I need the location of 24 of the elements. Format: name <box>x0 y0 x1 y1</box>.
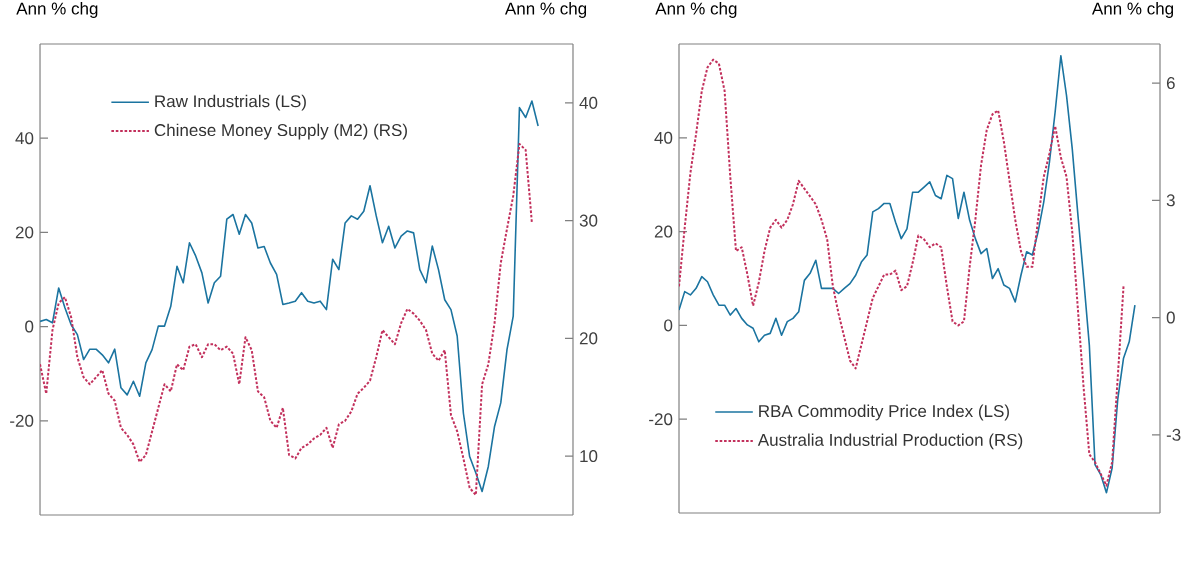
y2-tick-label: 20 <box>579 332 598 345</box>
y-tick-label: -20 <box>649 413 673 426</box>
y2-tick-label: 40 <box>579 96 598 109</box>
y-tick-label: 20 <box>15 226 34 239</box>
y2-axis-title: Ann % chg <box>1091 2 1174 18</box>
legend-label: Australia Industrial Production (RS) <box>757 433 1023 450</box>
legend-label: Chinese Money Supply (M2) (RS) <box>154 123 407 140</box>
y-tick-label: -20 <box>10 414 34 427</box>
y-tick-label: 0 <box>25 320 34 333</box>
legend-label: RBA Commodity Price Index (LS) <box>759 404 1009 421</box>
y2-axis-title: Ann % chg <box>504 2 587 18</box>
y2-tick-label: -3 <box>1166 428 1181 441</box>
y-axis-title: Ann % chg <box>16 2 98 18</box>
y-tick-label: 20 <box>654 225 673 238</box>
legend-label: Raw Industrials (LS) <box>155 94 306 111</box>
y-tick-label: 0 <box>664 319 673 332</box>
y2-tick-label: 3 <box>1166 194 1175 207</box>
y-tick-label: 40 <box>15 132 34 145</box>
y-axis-title: Ann % chg <box>655 2 737 18</box>
y2-tick-label: 0 <box>1166 311 1175 324</box>
y2-tick-label: 10 <box>580 450 598 463</box>
y2-tick-label: 30 <box>579 214 598 227</box>
y2-tick-label: 6 <box>1166 77 1175 90</box>
y-tick-label: 40 <box>654 131 673 144</box>
